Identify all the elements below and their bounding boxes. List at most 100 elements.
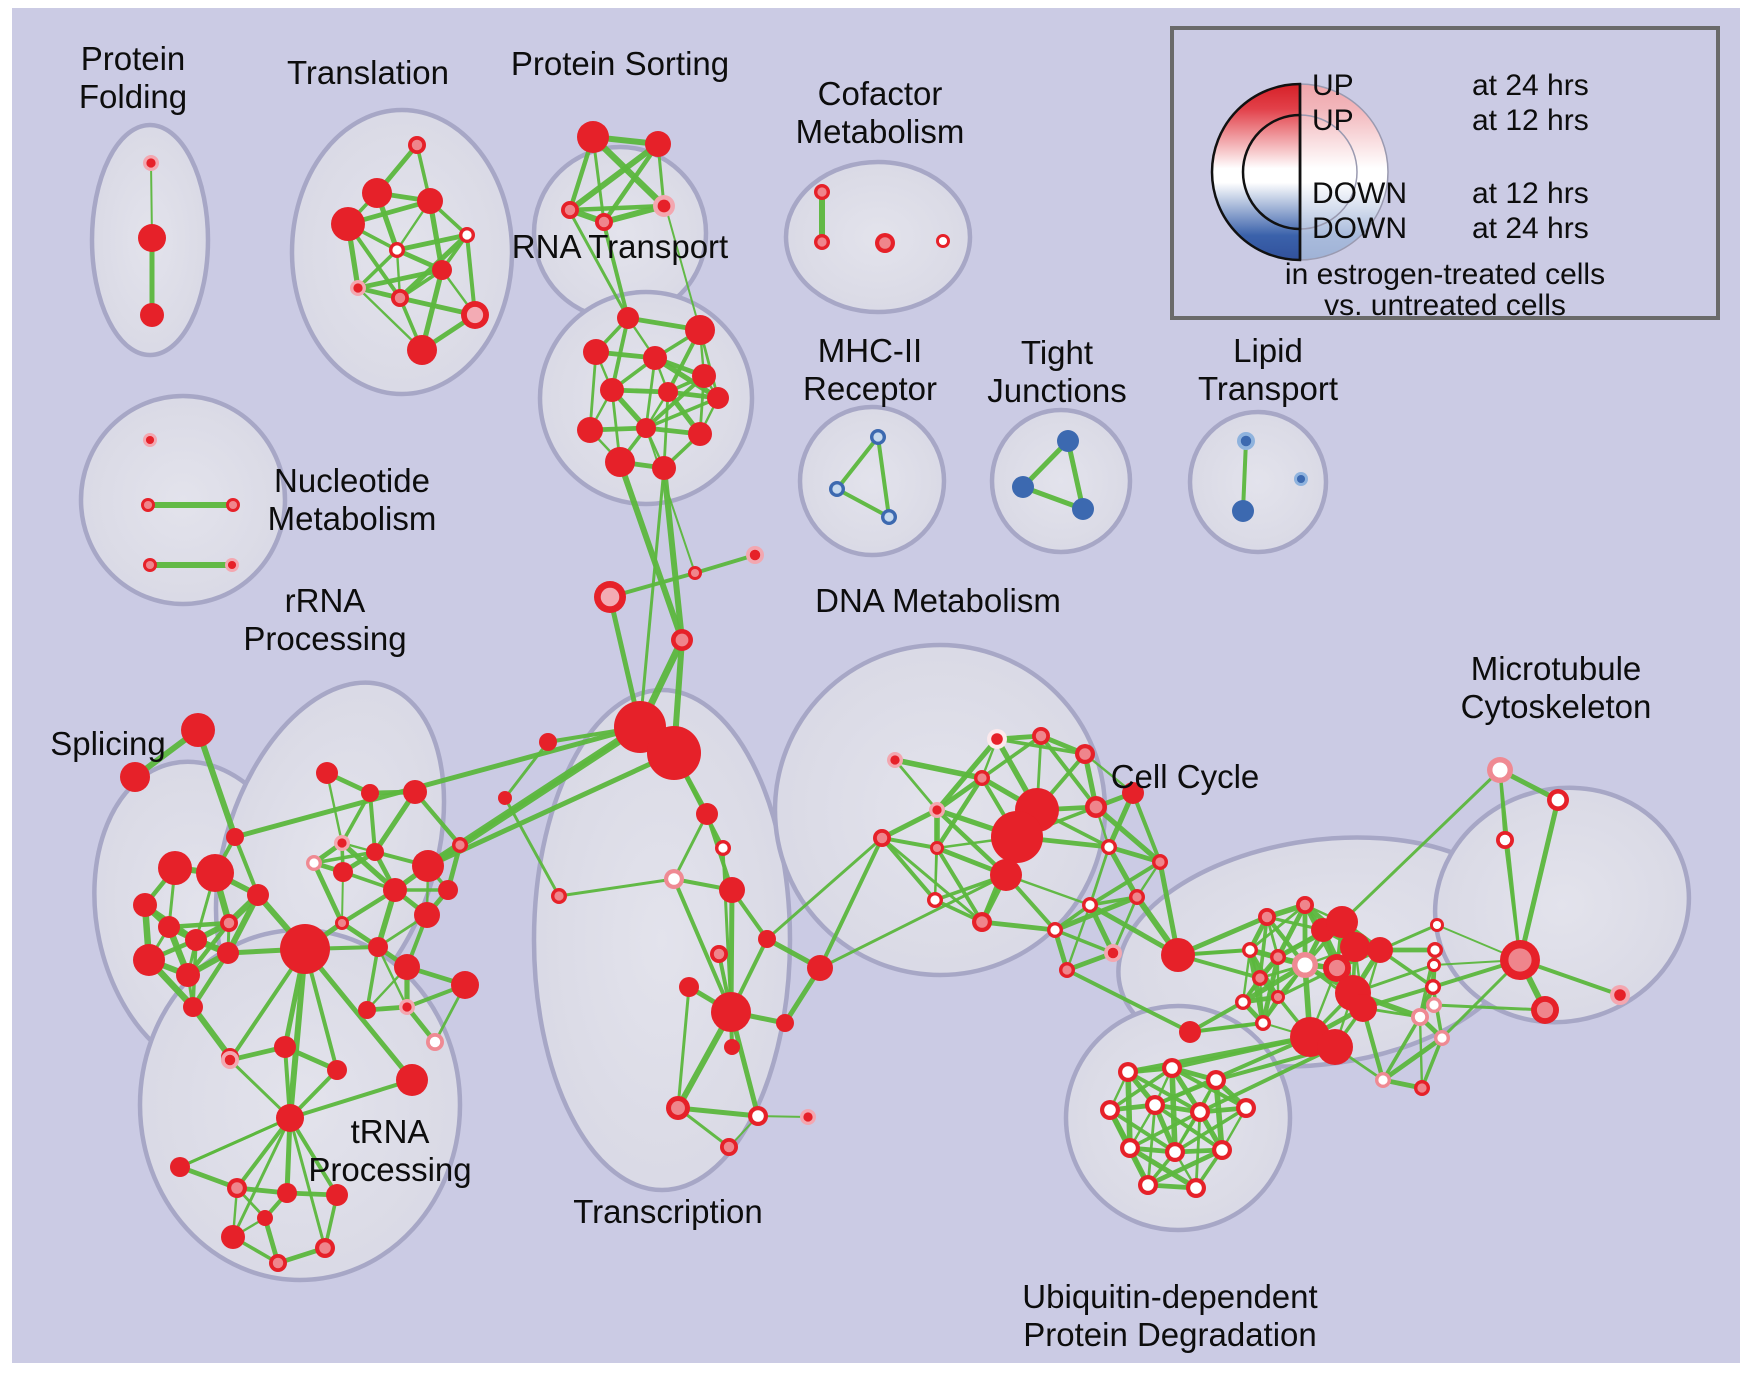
gene-node [583,339,609,365]
edge-transcription [672,812,709,881]
gene-node [692,364,716,388]
gene-node [277,1183,297,1203]
connector-edge [1188,1021,1265,1034]
gene-node-inner [1258,1018,1268,1028]
edge-mhc-ii-receptor [835,487,891,519]
gene-node-inner [146,158,156,168]
gene-node-inner [1107,947,1119,959]
gene-node-inner [1142,1179,1154,1191]
gene-node [990,859,1022,891]
gene-node [394,954,420,980]
gene-node [412,850,444,882]
gene-node [417,188,443,214]
gene-node [407,335,437,365]
connector-edge [645,427,696,574]
gene-node-inner [145,435,155,445]
gene-node-inner [1166,1062,1178,1074]
gene-node [138,224,166,252]
gene-node [403,780,427,804]
gene-node-inner [1194,1106,1206,1118]
cluster-label-mhc-ii-receptor: MHC-II [818,332,922,369]
edge-transcription [676,985,691,1110]
edge-dna-metabolism [1131,791,1162,864]
gene-node [280,924,330,974]
edge-mhc-ii-receptor [876,435,891,519]
gene-node-inner [1378,1075,1388,1085]
edge-splicing [190,1004,233,1060]
edge-ubiquitin-degradation [1146,1103,1157,1187]
edge-ubiquitin-degradation [1145,1147,1225,1188]
gene-node [432,260,452,280]
gene-node [696,803,718,825]
edge-trna-processing [288,1116,339,1197]
gene-node-inner [337,838,347,848]
gene-node-inner [1190,1182,1202,1194]
gene-node-inner [1149,1099,1161,1111]
gene-node [645,131,671,157]
gene-node-inner [223,917,235,929]
cluster-label-protein-folding: Protein [81,40,186,77]
gene-node-inner [319,1242,331,1254]
edge-microtubule-cytoskeleton [1498,768,1522,962]
connector-edge [818,836,884,970]
hub-node [647,726,701,780]
cluster-label-ubiquitin-degradation: Protein Degradation [1023,1316,1317,1353]
hub-node-inner [600,587,620,607]
connector-edge [287,946,308,1121]
gene-node [1326,906,1358,938]
gene-node [158,851,192,885]
connector-edge [617,459,685,643]
gene-node [185,929,207,951]
gene-node [1179,1021,1201,1043]
edge-transcription [672,877,733,1014]
gene-node-inner [231,1182,243,1194]
gene-node-inner [932,843,942,853]
gene-node [688,422,712,446]
gene-node-inner [1089,800,1103,814]
gene-node [383,878,407,902]
gene-node-inner [1437,1033,1447,1043]
gene-node-inner [1169,1146,1181,1158]
cluster-label-cofactor-metabolism: Metabolism [796,113,965,150]
connector-edge [879,807,940,841]
cluster-label-tight-junctions: Tight [1021,334,1093,371]
gene-node-inner [718,843,728,853]
gene-node [196,854,234,892]
connector-edge [503,740,550,800]
gene-node [577,417,603,443]
connector-edge [195,727,238,840]
edge-trna-processing [231,1116,292,1239]
gene-node [658,382,678,402]
gene-node-inner [1240,435,1252,447]
edge-trna-processing [177,1164,240,1191]
hub-node [181,713,215,747]
gene-node [643,346,667,370]
gene-node [217,942,239,964]
gene-node-inner [1085,900,1095,910]
gene-node-inner [1508,948,1532,972]
gene-node-inner [1430,945,1440,955]
cluster-label-rrna-processing: Processing [243,620,406,657]
gene-node [276,1104,304,1132]
gene-node [183,997,203,1017]
gene-node-inner [817,187,827,197]
gene-node [362,178,392,208]
legend-footer-line2: vs. untreated cells [1324,289,1566,322]
legend-up24-time: at 24 hrs [1472,69,1589,102]
legend-down24-label: DOWN [1312,212,1407,245]
edge-dna-metabolism [979,919,1058,933]
hub-node [539,733,557,751]
connector-edge [665,207,701,331]
gene-node-inner [752,1110,764,1122]
legend-up12-time: at 12 hrs [1472,104,1589,137]
gene-node-inner [938,236,948,246]
gene-node [685,315,715,345]
gene-node [1072,498,1094,520]
connector-edge [880,836,937,902]
gene-node-inner [1297,957,1313,973]
gene-node-inner [1050,925,1060,935]
gene-node-inner [1492,762,1508,778]
connector-edge [880,836,939,850]
gene-node [396,1064,428,1096]
